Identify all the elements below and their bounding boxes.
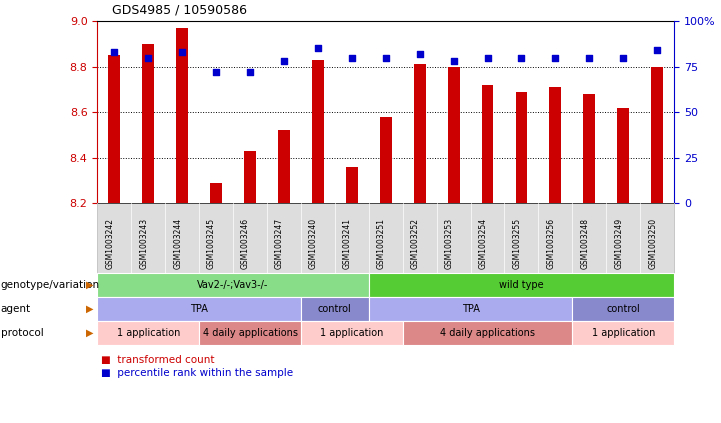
Text: GSM1003255: GSM1003255: [513, 217, 521, 269]
Bar: [176, 28, 188, 203]
Bar: [651, 66, 663, 203]
Bar: [380, 117, 392, 203]
Point: [177, 49, 188, 55]
Point: [143, 54, 154, 61]
Text: ■  transformed count: ■ transformed count: [101, 355, 214, 365]
Text: GSM1003244: GSM1003244: [173, 217, 182, 269]
Point: [346, 54, 358, 61]
Bar: [549, 87, 562, 203]
Text: ▶: ▶: [87, 280, 94, 290]
Point: [278, 58, 290, 65]
Bar: [346, 167, 358, 203]
Text: GSM1003248: GSM1003248: [580, 217, 589, 269]
Text: GSM1003250: GSM1003250: [648, 217, 657, 269]
Point: [448, 58, 459, 65]
Text: GSM1003242: GSM1003242: [105, 217, 115, 269]
Text: GSM1003251: GSM1003251: [377, 217, 386, 269]
Bar: [583, 94, 596, 203]
Text: TPA: TPA: [190, 304, 208, 314]
Point: [312, 45, 324, 52]
Text: genotype/variation: genotype/variation: [1, 280, 99, 290]
Point: [651, 47, 663, 54]
Point: [109, 49, 120, 55]
Text: ▶: ▶: [87, 304, 94, 314]
Text: GSM1003241: GSM1003241: [342, 217, 352, 269]
Point: [583, 54, 595, 61]
Text: GDS4985 / 10590586: GDS4985 / 10590586: [112, 4, 247, 17]
Bar: [482, 85, 493, 203]
Text: GSM1003240: GSM1003240: [309, 217, 318, 269]
Text: GSM1003253: GSM1003253: [445, 217, 454, 269]
Bar: [142, 44, 154, 203]
Text: GSM1003247: GSM1003247: [275, 217, 284, 269]
Text: control: control: [318, 304, 352, 314]
Bar: [516, 92, 527, 203]
Text: 1 application: 1 application: [320, 328, 384, 338]
Text: control: control: [606, 304, 640, 314]
Text: 1 application: 1 application: [117, 328, 180, 338]
Bar: [414, 64, 425, 203]
Text: TPA: TPA: [461, 304, 479, 314]
Bar: [312, 60, 324, 203]
Text: Vav2-/-;Vav3-/-: Vav2-/-;Vav3-/-: [198, 280, 269, 290]
Text: ■  percentile rank within the sample: ■ percentile rank within the sample: [101, 368, 293, 378]
Point: [380, 54, 392, 61]
Text: GSM1003245: GSM1003245: [207, 217, 216, 269]
Text: 4 daily applications: 4 daily applications: [440, 328, 535, 338]
Text: GSM1003256: GSM1003256: [547, 217, 555, 269]
Text: GSM1003243: GSM1003243: [139, 217, 149, 269]
Point: [549, 54, 561, 61]
Bar: [244, 151, 256, 203]
Text: GSM1003252: GSM1003252: [411, 217, 420, 269]
Point: [414, 50, 425, 57]
Point: [211, 69, 222, 75]
Text: GSM1003246: GSM1003246: [241, 217, 250, 269]
Bar: [108, 55, 120, 203]
Text: GSM1003249: GSM1003249: [614, 217, 623, 269]
Bar: [617, 107, 629, 203]
Point: [482, 54, 493, 61]
Point: [244, 69, 256, 75]
Point: [516, 54, 527, 61]
Text: 1 application: 1 application: [591, 328, 655, 338]
Text: agent: agent: [1, 304, 31, 314]
Text: GSM1003254: GSM1003254: [479, 217, 487, 269]
Text: 4 daily applications: 4 daily applications: [203, 328, 298, 338]
Text: wild type: wild type: [499, 280, 544, 290]
Text: ▶: ▶: [87, 328, 94, 338]
Point: [617, 54, 629, 61]
Text: protocol: protocol: [1, 328, 43, 338]
Bar: [278, 130, 290, 203]
Bar: [210, 183, 222, 203]
Bar: [448, 66, 459, 203]
